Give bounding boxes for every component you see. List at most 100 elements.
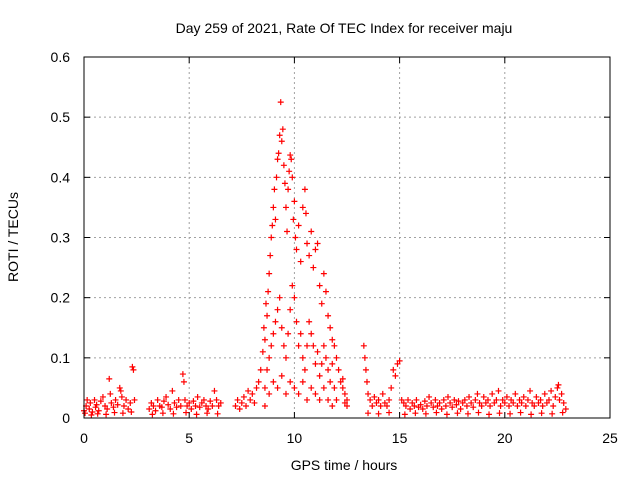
data-point	[327, 378, 334, 385]
data-point	[292, 234, 299, 241]
data-point	[304, 240, 311, 247]
data-point	[183, 409, 190, 416]
data-point	[419, 405, 426, 412]
grid-lines	[84, 57, 610, 418]
data-point	[329, 336, 336, 343]
data-point	[463, 402, 470, 409]
data-point	[361, 354, 368, 361]
data-point	[152, 407, 159, 414]
data-point	[487, 402, 494, 409]
data-point	[327, 324, 334, 331]
data-point	[149, 411, 156, 418]
data-point	[316, 282, 323, 289]
data-point	[377, 402, 384, 409]
y-axis-label: ROTI / TECUs	[5, 192, 21, 282]
data-point	[266, 270, 273, 277]
data-point	[260, 324, 267, 331]
data-point	[472, 396, 479, 403]
data-point	[316, 372, 323, 379]
data-point	[497, 402, 504, 409]
data-point	[196, 404, 203, 411]
data-point	[533, 393, 540, 400]
data-point	[444, 393, 451, 400]
data-point	[318, 300, 325, 307]
data-point	[423, 402, 430, 409]
data-point	[478, 402, 485, 409]
data-point	[288, 156, 295, 163]
data-point	[234, 396, 241, 403]
data-point	[466, 393, 473, 400]
data-point	[290, 216, 297, 223]
data-point	[295, 342, 302, 349]
data-point	[433, 409, 440, 416]
data-point	[249, 390, 256, 397]
data-point	[306, 318, 313, 325]
data-point	[262, 300, 269, 307]
data-point	[375, 410, 382, 417]
data-point	[116, 384, 123, 391]
data-point	[276, 132, 283, 139]
data-point	[398, 396, 405, 403]
data-point	[97, 398, 104, 405]
data-point	[528, 411, 535, 418]
data-point	[470, 404, 477, 411]
data-point	[493, 396, 500, 403]
data-point	[482, 399, 489, 406]
data-point	[271, 186, 278, 193]
data-point	[279, 126, 286, 133]
data-point	[264, 312, 271, 319]
data-point	[266, 354, 273, 361]
data-point	[314, 240, 321, 247]
data-point	[375, 396, 382, 403]
data-point	[480, 393, 487, 400]
data-point	[125, 405, 132, 412]
data-point	[318, 360, 325, 367]
data-point	[107, 390, 114, 397]
data-point	[299, 378, 306, 385]
data-point	[559, 409, 566, 416]
data-point	[173, 404, 180, 411]
data-point	[522, 402, 529, 409]
data-point	[369, 402, 376, 409]
data-point	[527, 387, 534, 394]
data-point	[308, 384, 315, 391]
x-axis-label: GPS time / hours	[291, 457, 398, 473]
data-point	[177, 402, 184, 409]
data-point	[186, 399, 193, 406]
data-point	[325, 366, 332, 373]
data-point	[316, 396, 323, 403]
data-point	[190, 398, 197, 405]
y-tick-label: 0.6	[51, 49, 71, 65]
data-point	[438, 405, 445, 412]
data-point	[507, 410, 514, 417]
data-point	[337, 378, 344, 385]
data-point	[291, 294, 298, 301]
data-point	[362, 366, 369, 373]
data-point	[417, 401, 424, 408]
data-point	[261, 402, 268, 409]
data-point	[214, 410, 221, 417]
data-point	[274, 306, 281, 313]
data-point	[301, 366, 308, 373]
data-point	[556, 396, 563, 403]
data-point	[386, 409, 393, 416]
data-point	[286, 168, 293, 175]
data-point	[295, 222, 302, 229]
data-point	[454, 410, 461, 417]
data-point	[506, 402, 513, 409]
data-point	[243, 402, 250, 409]
data-point	[373, 399, 380, 406]
data-point	[192, 402, 199, 409]
data-point	[451, 396, 458, 403]
data-point	[426, 393, 433, 400]
data-point	[339, 375, 346, 382]
data-point	[405, 396, 412, 403]
data-point	[392, 372, 399, 379]
data-point	[167, 405, 174, 412]
data-point	[447, 399, 454, 406]
data-point	[436, 399, 443, 406]
data-point	[261, 336, 268, 343]
data-point	[259, 348, 266, 355]
data-point	[289, 174, 296, 181]
